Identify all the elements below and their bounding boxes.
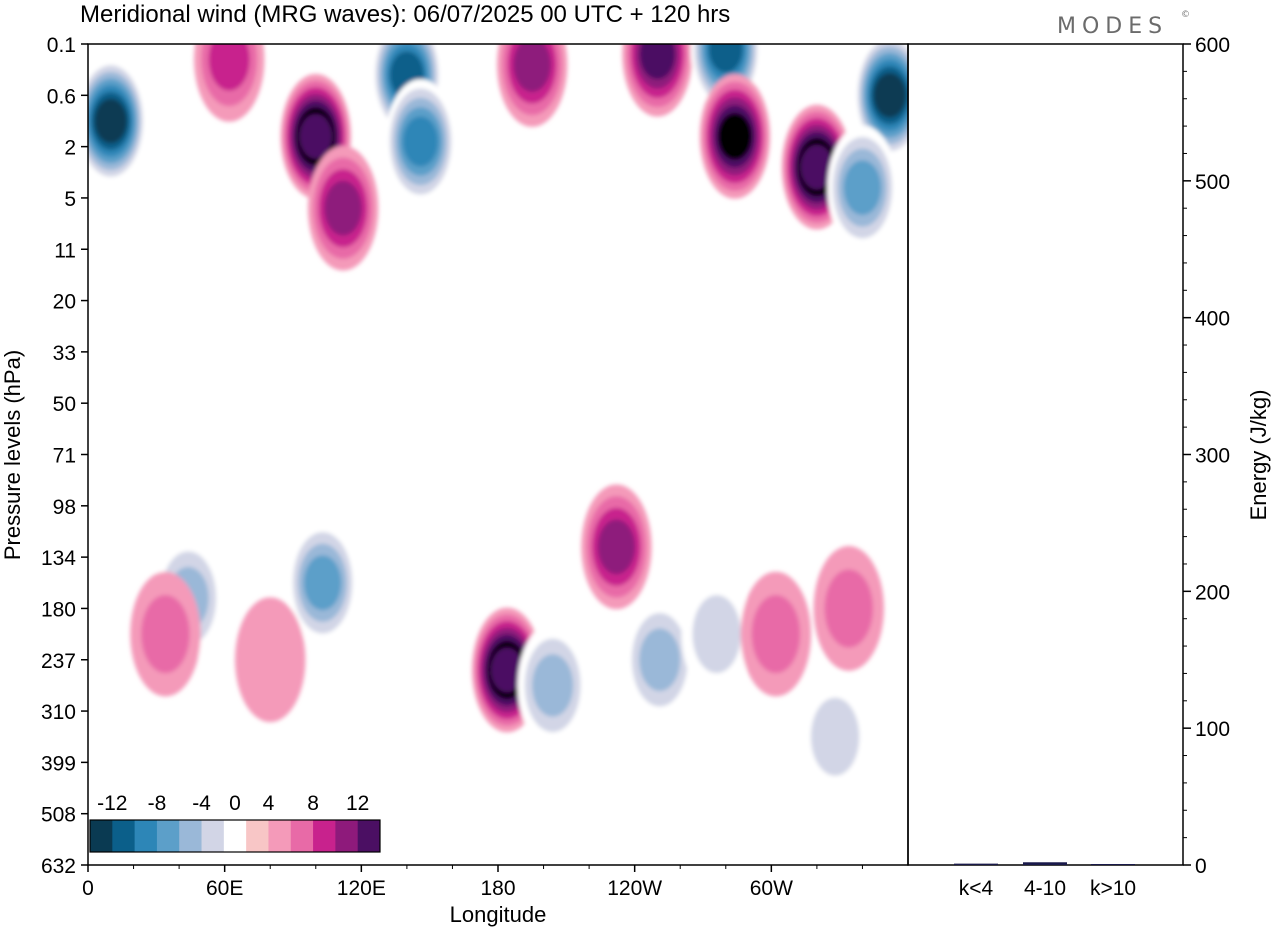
energy-bar: [1023, 862, 1067, 865]
colorbar-swatch: [112, 820, 136, 852]
colorbar: -12 -8 -4 0 4 8 12: [89, 792, 381, 853]
pressure-tick-label: 134: [41, 547, 76, 570]
heatmap-cell: [513, 44, 551, 92]
colorbar-label: -12: [97, 792, 127, 815]
pressure-tick-label: 310: [41, 701, 76, 724]
colorbar-swatch: [357, 820, 381, 852]
energy-bar: [1091, 864, 1135, 865]
colorbar-swatch: [223, 820, 247, 852]
longitude-tick-label: 120E: [337, 877, 386, 900]
colorbar-swatch: [156, 820, 180, 852]
pressure-tick-label: 2: [64, 137, 76, 160]
pressure-tick-label: 237: [41, 650, 76, 673]
heatmap-cell: [235, 597, 306, 723]
heatmap-cell: [639, 628, 681, 691]
heatmap-cell: [597, 519, 636, 575]
colorbar-swatch: [246, 820, 269, 852]
pressure-tick-label: 508: [41, 804, 76, 827]
energy-category-label: 4-10: [1024, 877, 1066, 900]
energy-tick-label: 500: [1195, 171, 1230, 194]
heatmap-cell: [94, 98, 128, 144]
heatmap-cell: [639, 44, 676, 80]
pressure-tick-label: 0.6: [47, 85, 76, 108]
colorbar-swatch: [179, 820, 203, 852]
heatmap-cell: [843, 160, 882, 215]
energy-tick-label: 100: [1195, 718, 1230, 741]
pressure-tick-label: 632: [41, 855, 76, 878]
pressure-tick-label: 180: [41, 598, 76, 621]
heatmap-cell: [490, 647, 524, 693]
colorbar-label: -4: [192, 792, 211, 815]
energy-axis: 0 100 200 300 400 500 600: [1183, 34, 1230, 878]
heatmap-cell: [717, 112, 752, 160]
pressure-tick-label: 11: [54, 239, 76, 262]
heatmap-cell: [299, 114, 333, 159]
colorbar-label: 4: [263, 792, 275, 815]
longitude-tick-label: 120W: [607, 877, 662, 900]
heatmap-cell: [324, 180, 362, 236]
colorbar-swatch: [290, 820, 314, 852]
colorbar-swatch: [134, 820, 158, 852]
longitude-tick-label: 180: [480, 877, 515, 900]
longitude-tick-label: 60E: [206, 877, 243, 900]
heatmap-cell: [692, 595, 741, 674]
colorbar-swatch: [313, 820, 336, 852]
colorbar-label: 8: [307, 792, 319, 815]
energy-category-label: k<4: [959, 877, 994, 900]
heatmap-cell: [532, 654, 574, 717]
brand-mark: ©: [1181, 10, 1190, 20]
energy-tick-label: 300: [1195, 445, 1230, 468]
brand-wordmark: MODES: [1057, 14, 1168, 39]
heatmap-cell: [751, 595, 801, 674]
colorbar-label: -8: [148, 792, 167, 815]
x-axis-label: Longitude: [450, 902, 547, 927]
colorbar-label: 0: [229, 792, 241, 815]
heatmap-cell: [208, 44, 250, 91]
pressure-tick-label: 0.1: [47, 34, 76, 57]
longitude-tick-label: 60W: [750, 877, 793, 900]
energy-bar: [954, 863, 998, 865]
heatmap-cell: [708, 44, 743, 73]
heatmap-cell: [141, 595, 190, 674]
pressure-tick-label: 399: [41, 752, 76, 775]
energy-categories: k<4 4-10 k>10: [959, 877, 1136, 900]
heatmap-cell: [303, 555, 342, 611]
pressure-axis: 0.1 0.6 2 5 11 20 33 50 71 98 134 180 237 310 399 508 63…: [41, 34, 88, 878]
energy-axis-label: Energy (J/kg): [1246, 390, 1271, 521]
heatmap-cell: [402, 116, 439, 167]
pressure-tick-label: 71: [53, 445, 76, 468]
energy-panel-frame: [907, 43, 1184, 866]
pressure-tick-label: 20: [53, 291, 76, 314]
colorbar-swatch: [335, 820, 359, 852]
y-axis-label: Pressure levels (hPa): [0, 350, 25, 560]
heatmap-cell: [810, 697, 860, 776]
longitude-pressure-heatmap: [88, 44, 908, 865]
heatmap-cell: [824, 569, 873, 648]
pressure-tick-label: 50: [53, 393, 76, 416]
heatmap-cells: [88, 44, 908, 800]
brand-logo: MODES ©: [1057, 10, 1190, 39]
energy-category-label: k>10: [1090, 877, 1136, 900]
energy-tick-label: 0: [1195, 855, 1207, 878]
energy-tick-label: 200: [1195, 581, 1230, 604]
colorbar-swatch: [201, 820, 225, 852]
longitude-axis: 0 60E 120E 180 120W 60W: [82, 865, 863, 900]
pressure-tick-label: 5: [64, 188, 76, 211]
energy-tick-label: 600: [1195, 34, 1230, 57]
colorbar-frame: [89, 819, 381, 853]
pressure-tick-label: 33: [53, 342, 76, 365]
heatmap-cell: [873, 73, 907, 118]
colorbar-swatch: [268, 820, 292, 852]
heatmap-cell: [800, 144, 834, 190]
chart-title: Meridional wind (MRG waves): 06/07/2025 …: [80, 1, 730, 28]
energy-tick-label: 400: [1195, 308, 1230, 331]
longitude-tick-label: 0: [82, 877, 94, 900]
colorbar-label: 12: [346, 792, 369, 815]
pressure-tick-label: 98: [53, 496, 76, 519]
energy-bars: [954, 862, 1135, 865]
colorbar-swatch: [90, 820, 113, 852]
